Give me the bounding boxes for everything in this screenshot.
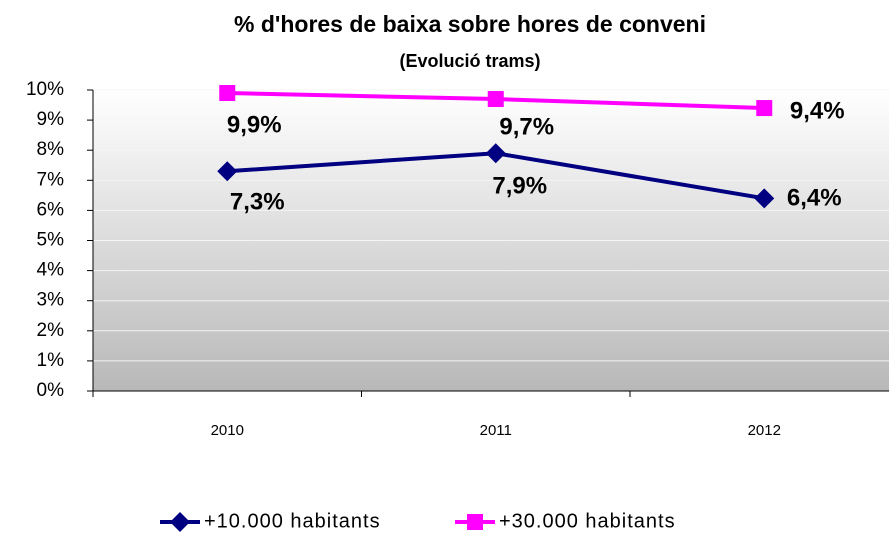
x-tick-label: 2011 [480, 422, 512, 439]
x-tick-label: 2012 [748, 422, 781, 439]
y-tick-label: 1% [37, 350, 65, 371]
y-tick-label: 7% [37, 169, 65, 190]
data-point [754, 188, 775, 209]
value-label: 7,9% [492, 173, 547, 200]
y-tick-label: 10% [26, 79, 64, 100]
data-point [485, 143, 506, 164]
y-tick-label: 0% [37, 380, 65, 401]
legend-marker [170, 512, 190, 532]
y-tick-label: 9% [37, 109, 65, 130]
chart-title: % d'hores de baixa sobre hores de conven… [234, 11, 706, 37]
data-point [219, 85, 236, 102]
x-tick-label: 2010 [211, 422, 244, 439]
value-label: 6,4% [787, 185, 842, 212]
value-label: 9,4% [790, 97, 845, 124]
y-tick-label: 8% [37, 139, 65, 160]
value-label: 7,3% [230, 189, 285, 216]
value-label: 9,9% [227, 111, 282, 138]
y-tick-label: 5% [37, 230, 65, 251]
legend-marker [467, 514, 483, 530]
data-point [756, 100, 773, 117]
legend-label: +30.000 habitants [499, 510, 676, 532]
y-tick-label: 4% [37, 260, 65, 281]
chart-subtitle: (Evolució trams) [399, 51, 540, 71]
legend-label: +10.000 habitants [204, 510, 381, 532]
y-tick-label: 6% [37, 199, 65, 220]
y-tick-label: 3% [37, 290, 65, 311]
data-point [487, 91, 504, 108]
data-point [217, 161, 238, 182]
y-tick-label: 2% [37, 320, 65, 341]
value-label: 9,7% [499, 113, 554, 140]
